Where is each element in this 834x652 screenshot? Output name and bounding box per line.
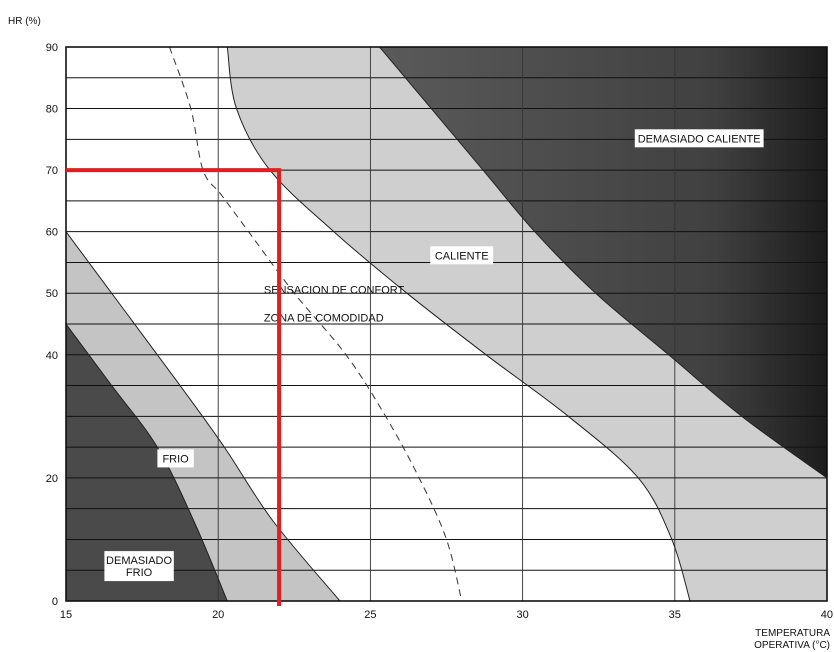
x-tick-label: 35: [669, 609, 681, 621]
reference-marker: [66, 168, 282, 606]
plot-frame: [65, 46, 828, 602]
label-box: [634, 129, 764, 148]
zone-label-line: DEMASIADO CALIENTE: [638, 133, 761, 145]
label-box: [104, 551, 174, 582]
zone-label-line: FRIO: [126, 567, 153, 579]
x-tick-label: 20: [212, 609, 224, 621]
zone-label-line: ZONA DE COMODIDAD: [264, 313, 384, 325]
y-tick-label: 50: [46, 288, 58, 300]
zone-label-frio: FRIO: [157, 449, 194, 468]
boundary-cold_comfort: [66, 231, 341, 601]
boundary-cold_extreme: [66, 323, 228, 601]
x-axis-title-line-2: OPERATIVA (°C): [754, 640, 830, 651]
boundary-hot_extreme: [379, 47, 827, 479]
zone-label-caliente: CALIENTE: [430, 246, 494, 265]
label-box: [157, 449, 194, 468]
zone-label-muy_caliente: DEMASIADO CALIENTE: [634, 129, 764, 148]
y-tick-label: 70: [46, 165, 58, 177]
x-axis-title-line-1: TEMPERATURA: [755, 628, 830, 639]
zone-label-confort: SENSACION DE CONFORT ZONA DE COMODIDAD: [264, 285, 405, 325]
y-tick-label: 80: [46, 104, 58, 116]
axis-ticks: 0 20 40 50 60 70 80 90 15 20 25 30 35 40: [46, 42, 833, 621]
y-axis-title: HR (%): [8, 16, 41, 27]
y-tick-label: 40: [46, 350, 58, 362]
y-tick-label: 90: [46, 42, 58, 54]
neutral-dashed-line: [169, 46, 463, 602]
zone-label-line: DEMASIADO: [106, 555, 172, 567]
boundary-hot_comfort: [226, 47, 691, 601]
label-box: [430, 246, 494, 265]
x-tick-label: 15: [60, 609, 72, 621]
x-tick-label: 25: [364, 609, 376, 621]
y-tick-label: 20: [46, 473, 58, 485]
zone-label-line: CALIENTE: [435, 250, 489, 262]
zone-label-line: SENSACION DE CONFORT: [264, 285, 405, 297]
zone-label-line: FRIO: [162, 453, 189, 465]
marker-line: [66, 168, 282, 606]
zone-boundaries: [66, 47, 827, 601]
x-tick-label: 30: [516, 609, 528, 621]
y-tick-label: 60: [46, 227, 58, 239]
x-tick-label: 40: [821, 609, 833, 621]
zone-muy-frio-fill: [66, 324, 228, 601]
y-tick-label: 0: [52, 596, 58, 608]
